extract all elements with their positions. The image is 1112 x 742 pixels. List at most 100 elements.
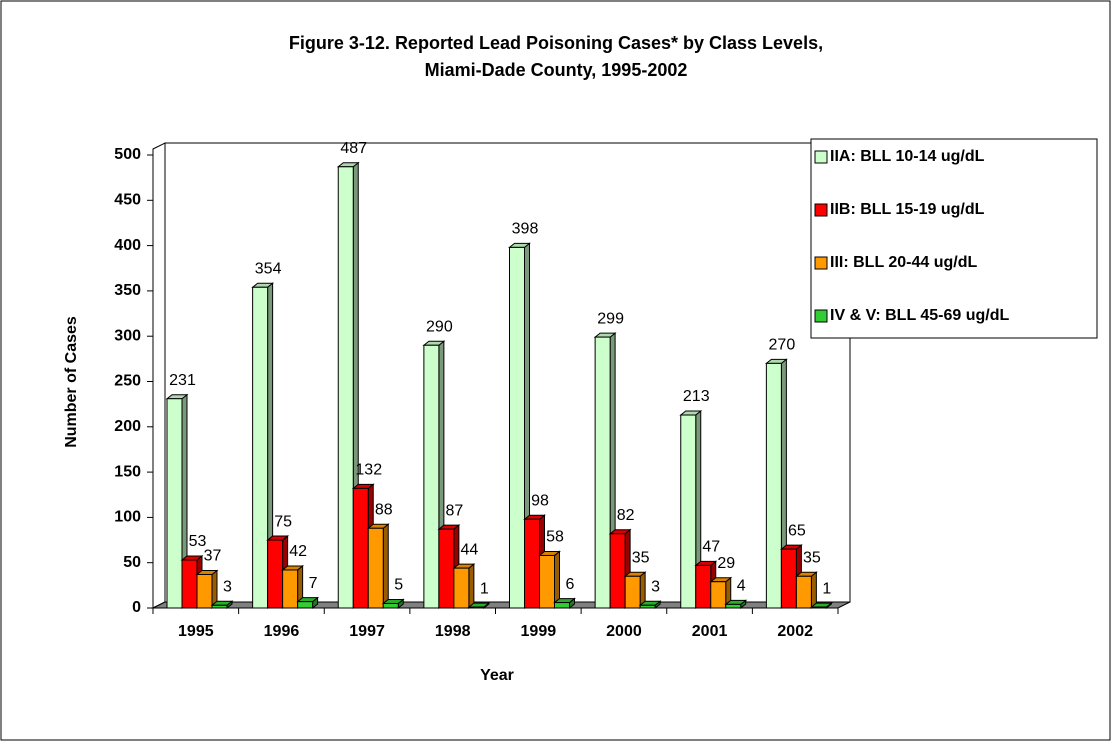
value-label: 37	[204, 548, 222, 565]
y-tick-label: 300	[114, 327, 141, 344]
bar-side	[468, 563, 475, 610]
bar	[423, 344, 440, 609]
value-label: 5	[394, 577, 403, 594]
value-label: 6	[566, 576, 575, 593]
bar-side	[382, 523, 389, 610]
value-label: 487	[340, 140, 367, 157]
y-tick-label: 0	[132, 599, 141, 616]
value-label: 44	[460, 541, 478, 558]
value-label: 82	[617, 507, 635, 524]
bar	[695, 564, 712, 609]
bar	[367, 527, 384, 609]
x-tick-label: 1998	[435, 623, 471, 640]
legend-label: IIB: BLL 15-19 ug/dL	[830, 201, 985, 218]
value-label: 213	[683, 388, 710, 405]
y-tick-label: 450	[114, 192, 141, 209]
bar	[639, 604, 656, 609]
value-label: 231	[169, 372, 196, 389]
legend-label: IV & V: BLL 45-69 ug/dL	[830, 307, 1010, 324]
value-label: 299	[597, 310, 624, 327]
value-label: 87	[445, 502, 463, 519]
bar	[609, 533, 626, 609]
x-tick-label: 1997	[349, 623, 385, 640]
bar	[181, 559, 198, 609]
bar	[554, 602, 570, 609]
x-tick-label: 2002	[777, 623, 813, 640]
bar	[438, 528, 455, 609]
value-label: 47	[702, 539, 720, 556]
value-label: 398	[512, 221, 539, 238]
value-label: 65	[788, 522, 806, 539]
bar	[725, 603, 742, 609]
legend-swatch	[814, 150, 828, 164]
legend-swatch	[814, 203, 828, 217]
bar	[453, 567, 470, 609]
bar	[539, 554, 555, 609]
value-label: 1	[822, 580, 831, 597]
legend-label: IIA: BLL 10-14 ug/dL	[830, 148, 985, 165]
bar	[468, 606, 485, 609]
value-label: 88	[375, 501, 393, 518]
value-label: 3	[651, 579, 660, 596]
y-tick-label: 500	[114, 146, 141, 163]
bar	[765, 362, 782, 609]
x-tick-label: 2001	[692, 623, 728, 640]
bar	[267, 539, 284, 609]
bar	[252, 286, 269, 609]
legend	[810, 138, 1098, 339]
y-tick-label: 250	[114, 373, 141, 390]
bar	[810, 606, 827, 609]
value-label: 35	[803, 550, 821, 567]
value-label: 270	[769, 337, 796, 354]
legend-label: III: BLL 20-44 ug/dL	[830, 254, 978, 271]
legend-swatch	[814, 256, 828, 270]
bar	[282, 569, 299, 609]
chart-title: Miami-Dade County, 1995-2002	[425, 60, 688, 80]
bar	[382, 602, 399, 609]
legend-swatch	[814, 309, 828, 323]
bar	[780, 548, 797, 609]
bar	[337, 166, 354, 609]
y-tick-label: 100	[114, 509, 141, 526]
y-tick-label: 200	[114, 418, 141, 435]
y-tick-label: 400	[114, 237, 141, 254]
x-tick-label: 1995	[178, 623, 214, 640]
value-label: 29	[717, 555, 735, 572]
x-axis-label: Year	[480, 667, 514, 684]
bar	[795, 575, 812, 609]
y-tick-label: 350	[114, 282, 141, 299]
y-axis-label: Number of Cases	[63, 316, 80, 448]
side-wall	[152, 142, 166, 609]
x-tick-label: 2000	[606, 623, 642, 640]
bar	[509, 246, 525, 609]
value-label: 132	[355, 462, 382, 479]
value-label: 7	[309, 575, 318, 592]
value-label: 53	[189, 533, 207, 550]
value-label: 98	[531, 492, 549, 509]
chart-title: Figure 3-12. Reported Lead Poisoning Cas…	[289, 33, 823, 53]
value-label: 58	[546, 529, 564, 546]
bar	[680, 414, 697, 609]
x-tick-label: 1999	[521, 623, 557, 640]
value-label: 75	[274, 513, 292, 530]
bar	[524, 518, 540, 609]
bar	[196, 573, 213, 609]
value-label: 35	[632, 550, 650, 567]
bar	[594, 336, 611, 609]
value-label: 1	[480, 580, 489, 597]
bar	[352, 487, 369, 609]
x-tick-label: 1996	[264, 623, 300, 640]
value-label: 290	[426, 318, 453, 335]
bar	[624, 575, 641, 609]
value-label: 3	[223, 579, 232, 596]
y-tick-label: 50	[123, 554, 141, 571]
bar	[166, 398, 183, 609]
bar	[710, 581, 727, 609]
value-label: 354	[255, 260, 282, 277]
bar	[297, 601, 314, 609]
bar	[211, 604, 228, 609]
value-label: 4	[737, 578, 746, 595]
bar-side	[810, 571, 817, 610]
value-label: 42	[289, 543, 307, 560]
